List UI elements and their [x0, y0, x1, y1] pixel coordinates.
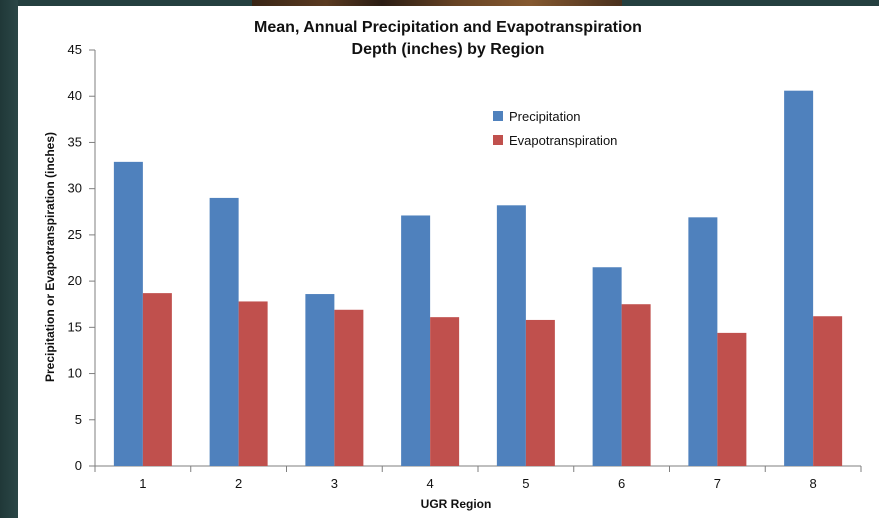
- x-tick-label: 3: [331, 476, 338, 491]
- precipitation-bar-3: [305, 294, 335, 466]
- y-tick-label: 25: [68, 227, 82, 242]
- evapotranspiration-bar-3: [334, 309, 364, 466]
- precipitation-bar-7: [688, 217, 718, 466]
- x-tick-label: 2: [235, 476, 242, 491]
- precipitation-bar-5: [496, 205, 526, 466]
- y-axis-label: Precipitation or Evapotranspiration (inc…: [43, 132, 57, 382]
- chart-title-line-2: Depth (inches) by Region: [352, 41, 545, 58]
- precipitation-bar-2: [209, 197, 239, 466]
- evapotranspiration-bar-2: [238, 301, 268, 466]
- y-tick-label: 10: [68, 366, 82, 381]
- y-tick-label: 35: [68, 134, 82, 149]
- chart-legend: Precipitation Evapotranspiration: [493, 109, 617, 148]
- evapotranspiration-bar-4: [430, 317, 460, 466]
- chart-panel: Mean, Annual Precipitation and Evapotran…: [18, 6, 879, 518]
- evapotranspiration-bar-8: [813, 316, 843, 466]
- precipitation-bar-4: [401, 215, 431, 466]
- y-tick-label: 0: [75, 458, 82, 473]
- evapotranspiration-bar-6: [621, 304, 651, 466]
- y-tick-label: 30: [68, 181, 82, 196]
- y-tick-label: 45: [68, 42, 82, 57]
- chart-title: Mean, Annual Precipitation and Evapotran…: [254, 19, 642, 58]
- precipitation-bar-1: [113, 161, 143, 466]
- x-tick-label: 5: [522, 476, 529, 491]
- x-tick-label: 4: [427, 476, 434, 491]
- precipitation-legend-label: Precipitation: [509, 109, 581, 124]
- evapotranspiration-bar-1: [142, 293, 172, 466]
- evapotranspiration-bar-5: [525, 319, 555, 466]
- left-background-strip: [0, 0, 18, 518]
- bar-chart: Mean, Annual Precipitation and Evapotran…: [43, 19, 862, 511]
- chart-title-line-1: Mean, Annual Precipitation and Evapotran…: [254, 19, 642, 36]
- y-tick-label: 40: [68, 88, 82, 103]
- precipitation-legend-swatch: [493, 111, 503, 121]
- evapotranspiration-legend-label: Evapotranspiration: [509, 133, 617, 148]
- y-tick-label: 5: [75, 412, 82, 427]
- x-tick-label: 1: [139, 476, 146, 491]
- y-tick-label: 20: [68, 273, 82, 288]
- x-tick-label: 6: [618, 476, 625, 491]
- precipitation-bar-8: [784, 90, 814, 467]
- x-tick-label: 7: [714, 476, 721, 491]
- y-tick-label: 15: [68, 319, 82, 334]
- precipitation-bar-6: [592, 267, 622, 466]
- x-tick-label: 8: [810, 476, 817, 491]
- x-axis-label: UGR Region: [421, 497, 492, 511]
- evapotranspiration-legend-swatch: [493, 135, 503, 145]
- evapotranspiration-bar-7: [717, 332, 747, 466]
